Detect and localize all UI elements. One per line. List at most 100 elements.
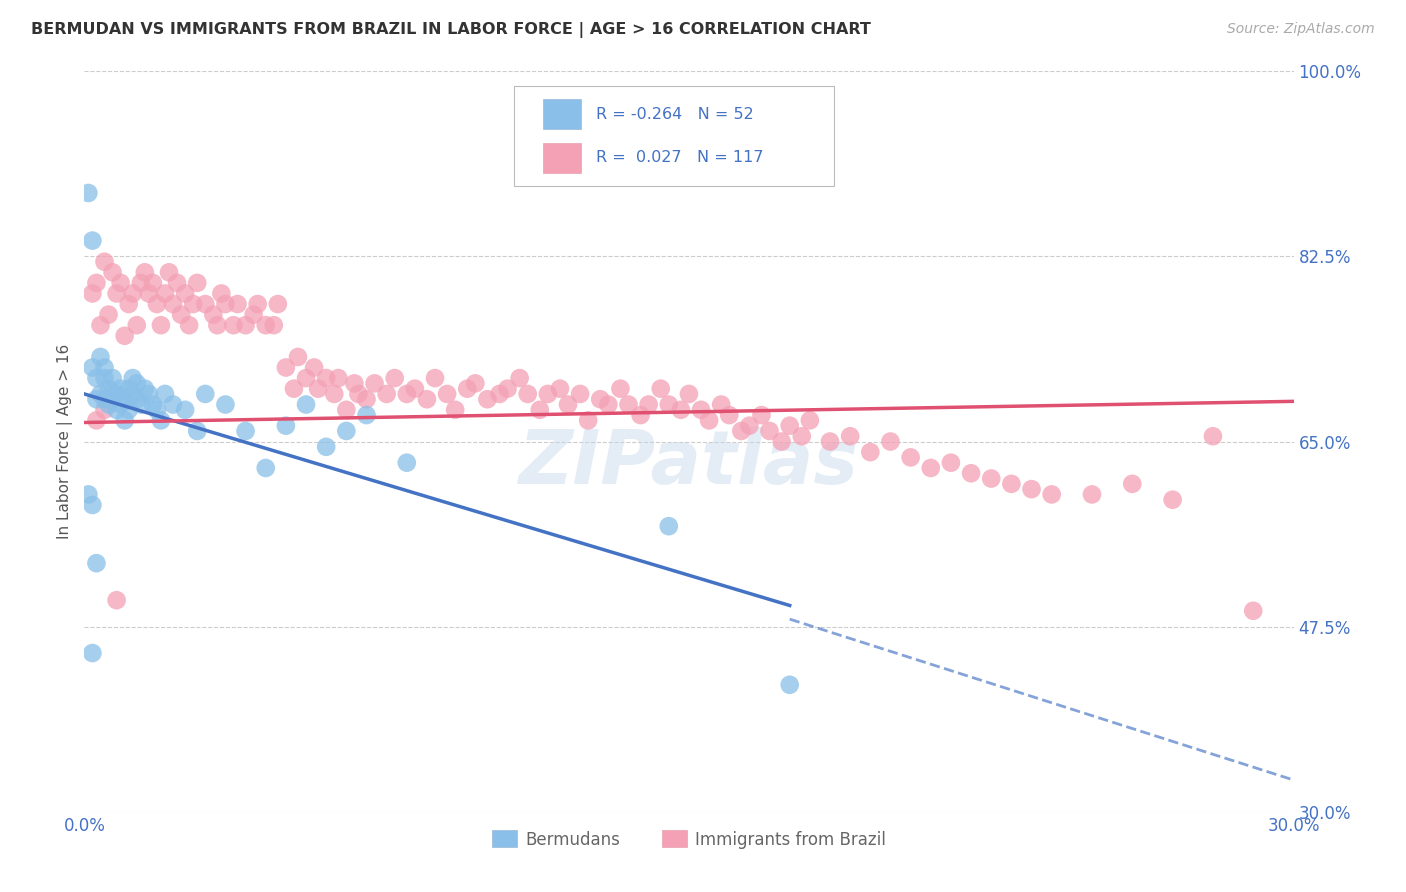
Point [464,376,486,391]
Point [105,402,128,417]
Point [114,413,136,427]
Point [1121,476,1143,491]
Point [97,397,120,411]
Point [1161,492,1184,507]
Point [82,286,104,301]
Point [770,434,793,449]
Point [637,397,659,411]
Point [121,387,143,401]
Point [101,265,124,279]
Point [690,402,713,417]
Point [86,556,108,570]
Point [235,318,257,333]
FancyBboxPatch shape [543,144,581,173]
Point [138,387,160,401]
Point [153,387,176,401]
Point [114,328,136,343]
Point [697,413,720,427]
Point [82,360,104,375]
Point [186,276,208,290]
Point [384,371,406,385]
Point [879,434,901,449]
Point [254,461,277,475]
Point [738,418,761,433]
Point [114,392,136,407]
Point [267,297,290,311]
Point [395,456,418,470]
Point [488,387,510,401]
Point [477,392,499,407]
Point [287,350,309,364]
Point [598,397,620,411]
Point [89,350,111,364]
Point [93,360,115,375]
Point [246,297,269,311]
Point [179,318,201,333]
Text: Source: ZipAtlas.com: Source: ZipAtlas.com [1227,22,1375,37]
Point [589,392,612,407]
Point [97,308,120,322]
Text: R = -0.264   N = 52: R = -0.264 N = 52 [596,107,754,122]
Point [328,371,350,385]
Point [110,397,132,411]
Point [202,308,225,322]
Point [121,371,143,385]
Point [222,318,245,333]
Point [718,408,741,422]
Point [569,387,592,401]
Point [174,402,197,417]
Point [315,440,337,454]
Point [263,318,285,333]
Point [129,276,152,290]
Point [356,408,378,422]
Point [89,387,111,401]
Point [97,382,120,396]
Point [118,402,141,417]
Point [335,402,357,417]
Text: ZIPatlas: ZIPatlas [519,427,859,500]
Point [363,376,385,391]
Point [658,519,681,533]
Point [790,429,813,443]
Point [799,413,821,427]
Point [423,371,446,385]
Point [149,413,172,427]
Point [678,387,700,401]
Point [174,286,197,301]
Point [1241,604,1264,618]
Point [86,413,108,427]
Point [194,297,217,311]
Point [1202,429,1225,443]
Point [86,276,108,290]
Legend: Bermudans, Immigrants from Brazil: Bermudans, Immigrants from Brazil [485,823,893,855]
Point [548,382,571,396]
Point [118,297,141,311]
Point [254,318,277,333]
Point [93,402,115,417]
Point [157,265,180,279]
Point [77,186,100,200]
Point [105,593,128,607]
Point [323,387,346,401]
Point [101,387,124,401]
Point [105,286,128,301]
Point [77,487,100,501]
Text: R =  0.027   N = 117: R = 0.027 N = 117 [596,151,763,166]
Point [142,397,165,411]
Point [214,397,236,411]
Point [146,297,169,311]
Point [194,387,217,401]
Point [557,397,579,411]
Point [1000,476,1022,491]
Point [82,498,104,512]
Point [295,397,318,411]
Point [1021,482,1043,496]
Point [343,376,366,391]
Point [118,382,141,396]
Point [356,392,378,407]
Point [207,318,229,333]
Point [444,402,467,417]
Point [315,371,337,385]
Point [134,382,156,396]
Point [209,286,232,301]
